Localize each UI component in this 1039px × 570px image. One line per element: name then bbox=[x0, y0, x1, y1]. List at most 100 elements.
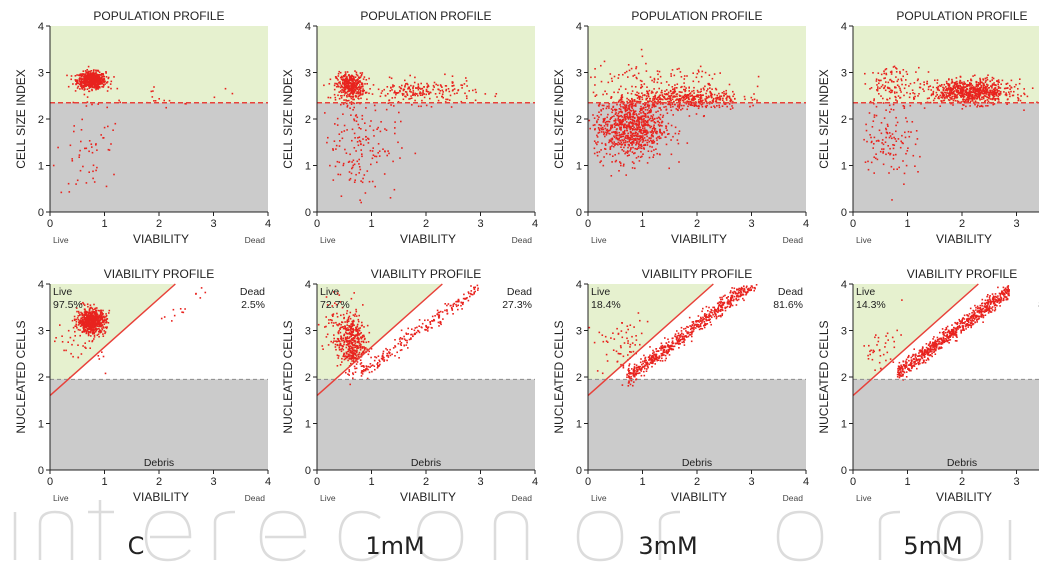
data-point bbox=[615, 109, 618, 111]
data-point bbox=[650, 137, 652, 139]
data-point bbox=[663, 131, 666, 134]
data-point bbox=[1020, 95, 1022, 97]
data-point bbox=[596, 121, 598, 124]
data-point bbox=[619, 121, 622, 124]
data-point bbox=[90, 85, 92, 87]
data-point bbox=[353, 91, 355, 94]
data-point bbox=[1023, 93, 1026, 96]
data-point bbox=[76, 87, 79, 89]
x-tick-label: 3 bbox=[210, 476, 216, 488]
data-point bbox=[105, 313, 107, 315]
data-point bbox=[360, 143, 362, 146]
data-point bbox=[593, 140, 596, 142]
data-point bbox=[72, 339, 75, 342]
data-point bbox=[379, 130, 382, 133]
data-point bbox=[617, 124, 620, 127]
data-point bbox=[642, 129, 645, 132]
data-point bbox=[881, 148, 883, 150]
data-point bbox=[59, 324, 61, 326]
data-point bbox=[644, 123, 646, 125]
data-point bbox=[150, 90, 153, 93]
data-point bbox=[417, 85, 420, 87]
data-point bbox=[67, 329, 70, 332]
data-point bbox=[611, 138, 614, 141]
data-point bbox=[91, 318, 94, 320]
data-point bbox=[621, 111, 623, 113]
data-point bbox=[77, 85, 79, 88]
data-point bbox=[101, 73, 104, 76]
data-point bbox=[388, 76, 391, 79]
data-point bbox=[361, 90, 364, 93]
data-point bbox=[414, 94, 416, 97]
data-point bbox=[414, 92, 416, 95]
data-point bbox=[344, 85, 346, 87]
data-point bbox=[367, 142, 370, 144]
data-point bbox=[355, 96, 357, 98]
data-point bbox=[683, 78, 686, 80]
data-point bbox=[89, 80, 91, 82]
data-point bbox=[631, 161, 634, 163]
data-point bbox=[864, 72, 866, 75]
data-point bbox=[892, 157, 895, 160]
y-tick-label: 0 bbox=[305, 207, 311, 219]
data-point bbox=[97, 333, 100, 335]
data-point bbox=[97, 70, 100, 72]
data-point bbox=[90, 331, 92, 334]
data-point bbox=[895, 116, 897, 119]
data-point bbox=[92, 164, 95, 167]
data-point bbox=[648, 89, 651, 92]
data-point bbox=[968, 90, 971, 93]
data-point bbox=[611, 137, 614, 140]
data-point bbox=[700, 100, 702, 103]
data-point bbox=[368, 92, 370, 95]
data-point bbox=[98, 86, 101, 88]
data-point bbox=[965, 105, 967, 108]
data-point bbox=[626, 129, 628, 132]
data-point bbox=[896, 84, 899, 86]
data-point bbox=[665, 98, 668, 101]
data-point bbox=[984, 99, 987, 102]
data-point bbox=[352, 377, 354, 379]
data-point bbox=[90, 70, 93, 72]
data-point bbox=[351, 128, 354, 131]
data-point bbox=[609, 139, 612, 142]
data-point bbox=[373, 104, 376, 107]
data-point bbox=[74, 325, 76, 327]
data-point bbox=[867, 160, 869, 163]
data-point bbox=[337, 75, 340, 77]
data-point bbox=[638, 122, 640, 125]
data-point bbox=[102, 309, 104, 312]
data-point bbox=[340, 78, 343, 81]
data-point bbox=[93, 338, 95, 340]
data-point bbox=[932, 86, 934, 89]
data-point bbox=[665, 109, 668, 111]
data-point bbox=[943, 96, 946, 99]
data-point bbox=[335, 144, 338, 147]
data-point bbox=[946, 89, 949, 92]
data-point bbox=[99, 322, 102, 324]
data-point bbox=[347, 79, 350, 82]
data-point bbox=[613, 131, 616, 133]
data-point bbox=[343, 333, 346, 336]
data-point bbox=[91, 312, 93, 314]
data-point bbox=[675, 93, 678, 96]
data-point bbox=[351, 166, 354, 169]
data-point bbox=[394, 127, 396, 129]
data-point bbox=[445, 89, 447, 92]
data-point bbox=[614, 124, 617, 126]
data-point bbox=[913, 92, 916, 95]
data-point bbox=[999, 90, 1002, 93]
data-point bbox=[687, 105, 689, 108]
data-point bbox=[700, 104, 703, 106]
data-point bbox=[628, 124, 630, 126]
data-point bbox=[902, 75, 904, 78]
data-point bbox=[935, 91, 938, 94]
data-point bbox=[1013, 86, 1016, 88]
data-point bbox=[681, 85, 683, 88]
data-point bbox=[693, 105, 696, 107]
data-point bbox=[106, 106, 108, 109]
data-point bbox=[638, 98, 641, 100]
data-point bbox=[622, 120, 624, 123]
data-point bbox=[942, 88, 945, 91]
data-point bbox=[870, 136, 872, 139]
